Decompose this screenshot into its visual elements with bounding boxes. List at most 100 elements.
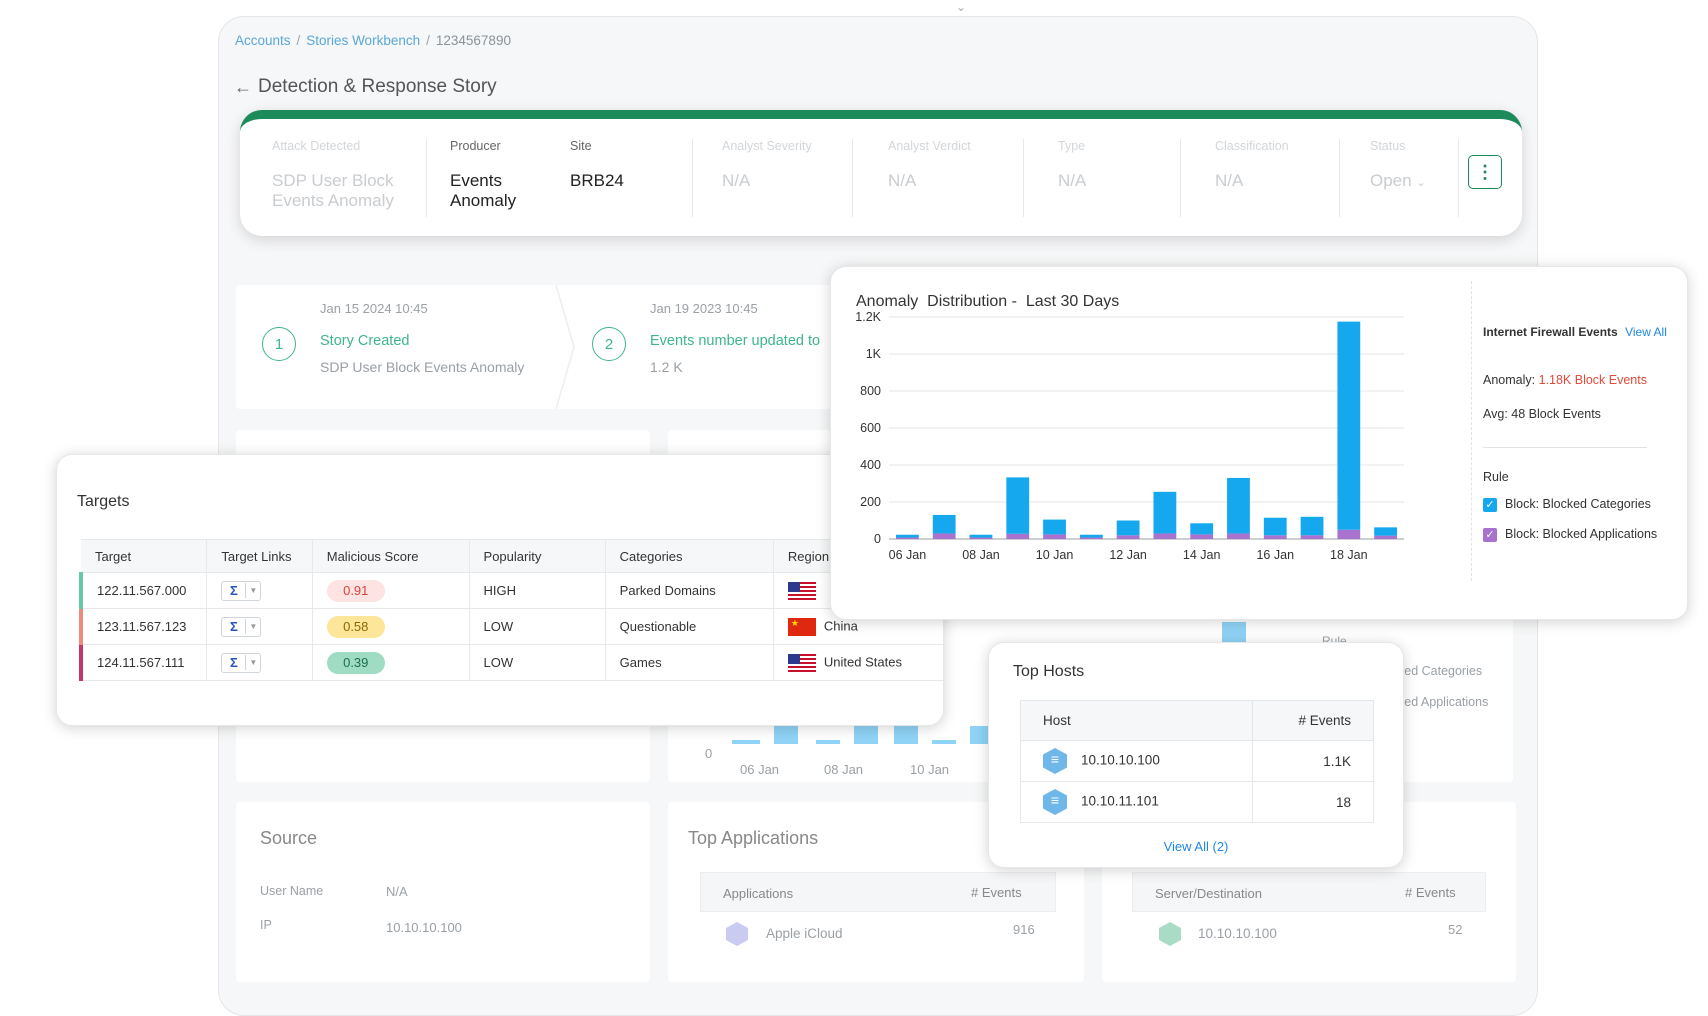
type-field: Type N/A <box>1058 139 1086 191</box>
app-row-value: 916 <box>1013 922 1035 937</box>
host-events: 1.1K <box>1252 740 1374 782</box>
host-events: 18 <box>1252 781 1374 823</box>
analyst-verdict-field: Analyst Verdict N/A <box>888 139 971 191</box>
top-hosts-card: Top Hosts Host # Events 10.10.10.100 1.1… <box>988 642 1404 868</box>
rule-categories-checkbox[interactable]: ✓ Block: Blocked Categories <box>1483 497 1651 512</box>
status-value: Open <box>1370 171 1412 190</box>
anomaly-label: Anomaly: <box>1483 373 1536 387</box>
producer-field: Producer Events Anomaly <box>450 139 516 211</box>
bar-categories <box>1374 527 1398 536</box>
more-options-button[interactable]: ⋮ <box>1468 155 1502 189</box>
x-tick-label: 14 Jan <box>1183 548 1221 562</box>
col-events: # Events <box>1252 700 1374 741</box>
y-tick-label: 800 <box>860 384 881 398</box>
producer-label: Producer <box>450 139 501 153</box>
timeline-date: Jan 15 2024 10:45 <box>320 301 428 316</box>
bar-applications <box>1227 533 1250 539</box>
x-tick-label: 08 Jan <box>962 548 1000 562</box>
breadcrumb-accounts[interactable]: Accounts <box>235 33 291 48</box>
back-arrow-icon[interactable]: ← <box>234 76 252 97</box>
timeline-step-number: 2 <box>592 327 626 361</box>
checkbox-checked-icon[interactable]: ✓ <box>1483 497 1497 512</box>
firewall-events-header: Internet Firewall Events View All <box>1483 325 1667 339</box>
analyst-severity-label: Analyst Severity <box>722 139 812 153</box>
classification-value: N/A <box>1215 171 1244 190</box>
hosts-table: Host # Events 10.10.10.100 1.1K 10.10.11… <box>1020 700 1374 823</box>
x-tick-label: 12 Jan <box>1109 548 1147 562</box>
timeline-title: Events number updated to <box>650 333 821 349</box>
malicious-score-cell: 0.91 <box>312 572 470 609</box>
sigma-icon: Σ <box>222 655 247 670</box>
col-target: Target <box>81 539 208 573</box>
caret-down-icon: ▼ <box>249 658 258 667</box>
source-panel: Source User Name N/A IP 10.10.10.100 <box>236 802 650 982</box>
bg-bar <box>970 726 990 744</box>
y-tick-label: 1.2K <box>855 310 881 324</box>
target-link-dropdown[interactable]: Σ ▼ <box>221 580 262 601</box>
target-link-dropdown[interactable]: Σ ▼ <box>221 616 262 637</box>
analyst-severity-value: N/A <box>722 171 751 190</box>
breadcrumb-stories-workbench[interactable]: Stories Workbench <box>306 33 421 48</box>
breadcrumb-separator: / <box>296 33 301 48</box>
bar-applications <box>1374 535 1398 539</box>
bar-categories <box>1006 477 1030 534</box>
checkbox-checked-icon[interactable]: ✓ <box>1483 527 1497 542</box>
host-name: 10.10.10.100 <box>1081 752 1160 768</box>
y-tick-label: 200 <box>860 495 881 509</box>
timeline-step-number: 1 <box>262 327 296 361</box>
table-row[interactable]: 124.11.567.111 Σ ▼ 0.39 LOW Games United State… <box>79 644 943 681</box>
anomaly-summary: Anomaly: 1.18K Block Events <box>1483 373 1647 387</box>
average-summary: Avg: 48 Block Events <box>1483 407 1601 421</box>
dest-col-server: Server/Destination <box>1155 886 1262 901</box>
y-tick-label: 600 <box>860 421 881 435</box>
user-name-value: N/A <box>386 884 408 899</box>
user-name-label: User Name <box>260 884 324 898</box>
target-ip[interactable]: 124.11.567.111 <box>79 644 208 681</box>
table-row[interactable]: 122.11.567.000 Σ ▼ 0.91 HIGH Parked Domains <box>79 572 943 609</box>
bar-applications <box>895 537 919 539</box>
rule-categories-label: Block: Blocked Categories <box>1505 497 1651 511</box>
bg-y-zero: 0 <box>705 746 713 761</box>
bar-categories <box>1227 477 1250 534</box>
rule-applications-checkbox[interactable]: ✓ Block: Blocked Applications <box>1483 527 1657 542</box>
y-tick-label: 0 <box>874 532 881 546</box>
bg-bar <box>1222 622 1246 642</box>
table-row[interactable]: 10.10.10.100 1.1K <box>1020 740 1374 782</box>
bar-categories <box>1337 321 1361 530</box>
anomaly-bar-chart: 0 200 400 600 800 1K 1.2K 06 Jan 08 Jan 10 Jan 12 … <box>855 310 1404 562</box>
caret-down-icon: ▼ <box>249 622 258 631</box>
dest-col-events: # Events <box>1405 885 1456 900</box>
bar-applications <box>1153 533 1177 539</box>
bar-categories <box>1263 517 1287 536</box>
timeline-chevron-divider <box>555 285 575 409</box>
target-ip[interactable]: 123.11.567.123 <box>79 608 208 645</box>
apps-col-applications: Applications <box>723 886 794 901</box>
bar-applications <box>932 533 956 539</box>
location-pin-icon <box>1159 922 1181 946</box>
apps-table-header: Applications # Events <box>700 872 1056 912</box>
status-field[interactable]: Status Open ⌄ <box>1370 139 1426 193</box>
target-link-dropdown[interactable]: Σ ▼ <box>221 652 262 673</box>
host-icon <box>1043 789 1067 815</box>
bar-categories <box>1153 491 1177 534</box>
bar-categories <box>1116 520 1140 536</box>
table-row[interactable]: 10.10.11.101 18 <box>1020 781 1374 823</box>
popularity: LOW <box>469 644 606 681</box>
view-all-link[interactable]: View All <box>1625 325 1667 339</box>
bar-categories <box>895 534 919 538</box>
bar-applications <box>1263 535 1287 539</box>
target-ip[interactable]: 122.11.567.000 <box>79 572 208 609</box>
status-dropdown[interactable]: Open ⌄ <box>1370 171 1426 193</box>
anomaly-value: 1.18K Block Events <box>1538 373 1647 387</box>
divider <box>1471 281 1472 581</box>
collapse-chevron-icon[interactable]: ⌄ <box>956 0 967 14</box>
app-row-name: Apple iCloud <box>766 926 843 941</box>
us-flag-icon <box>787 581 816 600</box>
bar-applications <box>1300 535 1324 539</box>
caret-down-icon: ▼ <box>249 586 258 595</box>
view-all-hosts-link[interactable]: View All (2) <box>1163 839 1229 854</box>
bg-x-label: 08 Jan <box>824 762 864 777</box>
attack-detected-field: Attack Detected SDP User Block Events An… <box>272 139 394 211</box>
divider <box>1339 139 1340 217</box>
